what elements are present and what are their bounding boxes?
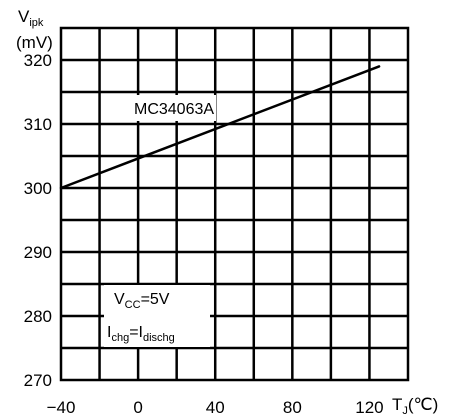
series-label-background bbox=[132, 95, 216, 121]
y-tick-label: 300 bbox=[24, 179, 52, 198]
x-tick-label: 0 bbox=[133, 398, 142, 417]
series-label-mc34063a: MC34063A bbox=[134, 101, 214, 118]
y-tick-label: 320 bbox=[24, 51, 52, 70]
series-line-mc34063a bbox=[59, 65, 381, 190]
y-tick-label: 270 bbox=[24, 371, 52, 390]
y-axis-label: Vipk bbox=[18, 7, 44, 29]
grid bbox=[61, 28, 408, 380]
x-tick-label: −40 bbox=[47, 398, 76, 417]
y-tick-label: 280 bbox=[24, 307, 52, 326]
conditions-background bbox=[104, 285, 210, 347]
y-axis-unit: (mV) bbox=[16, 33, 53, 52]
plot-frame bbox=[59, 26, 410, 382]
x-tick-label: 40 bbox=[206, 398, 225, 417]
x-axis-label: TJ(℃) bbox=[392, 395, 438, 417]
x-tick-label: 80 bbox=[283, 398, 302, 417]
y-tick-label: 310 bbox=[24, 115, 52, 134]
current-annotation: Ichg=Idischg bbox=[107, 324, 175, 344]
y-tick-label: 290 bbox=[24, 243, 52, 262]
x-tick-label: 120 bbox=[355, 398, 383, 417]
vcc-annotation: VCC=5V bbox=[114, 291, 170, 311]
tick-labels: −40 0 40 80 120 270 280 290 300 310 320 bbox=[24, 51, 384, 417]
